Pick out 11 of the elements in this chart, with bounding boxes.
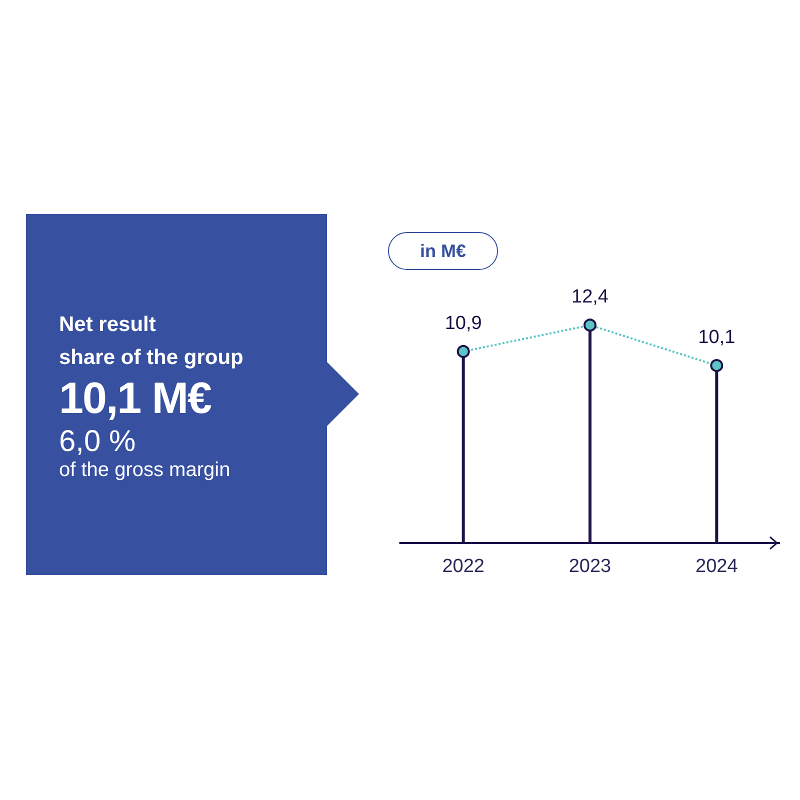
data-label: 12,4 [572, 286, 609, 308]
data-label: 10,9 [444, 312, 482, 334]
text: 6,0 % [59, 424, 137, 460]
x-tick-label: 2023 [568, 556, 612, 577]
text: 10,1 M€ [59, 374, 212, 425]
text: of the gross margin [59, 459, 232, 482]
x-tick-label: 2022 [442, 556, 484, 577]
text: Net result share of the group [59, 312, 244, 371]
x-tick-label: 2024 [696, 556, 738, 577]
data-label: 10,1 [698, 327, 736, 348]
y-axis-title: in M€ [388, 232, 498, 270]
